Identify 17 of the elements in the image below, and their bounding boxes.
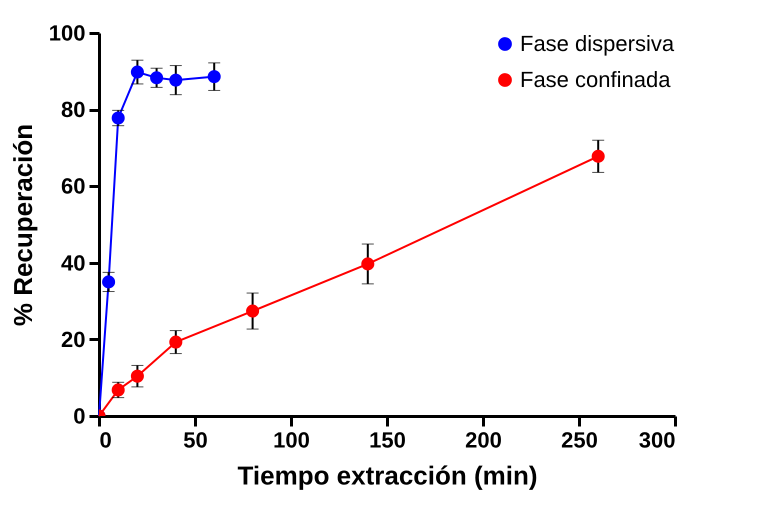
y-tick-label: 100: [48, 20, 86, 46]
legend-label: Fase confinada: [520, 67, 672, 92]
x-tick-label: 150: [369, 428, 406, 452]
y-tick-label: 40: [61, 250, 86, 276]
y-axis-title: % Recuperación: [8, 124, 38, 326]
y-tick-label: 60: [61, 174, 86, 199]
x-tick-label: 250: [561, 428, 598, 452]
y-tick-label: 80: [61, 97, 86, 122]
x-tick-label: 200: [465, 428, 502, 452]
x-tick-label: 300: [638, 428, 676, 452]
legend-label: Fase dispersiva: [520, 31, 675, 56]
y-tick-label: 20: [61, 326, 86, 352]
x-axis-title: Tiempo extracción (min): [237, 460, 538, 490]
x-tick-label: 50: [183, 428, 208, 452]
x-tick-label: 100: [273, 428, 310, 452]
y-tick-label: 0: [73, 404, 86, 428]
x-tick-label: 0: [100, 428, 112, 452]
